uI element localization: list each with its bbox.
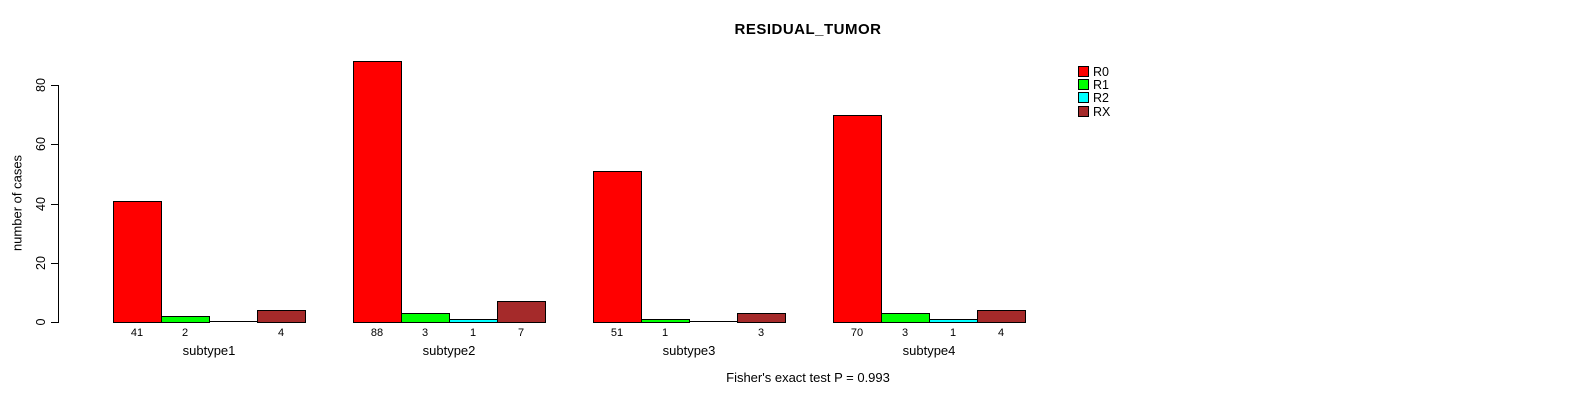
legend-swatch-RX	[1078, 105, 1089, 117]
bar-RX-subtype4	[977, 310, 1026, 323]
bar-value-label: 1	[469, 327, 477, 339]
fisher-test-annotation: Fisher's exact test P = 0.993	[726, 370, 890, 385]
y-axis-label: number of cases	[9, 154, 25, 252]
bar-value-label: 70	[850, 327, 864, 339]
bar-R1-subtype1	[161, 316, 210, 323]
legend-label-R2: R2	[1093, 91, 1109, 106]
legend-swatch-R1	[1078, 79, 1089, 91]
x-axis-group-label: subtype3	[662, 343, 716, 358]
legend-label-R0: R0	[1093, 65, 1109, 79]
legend-label-R1: R1	[1093, 78, 1109, 93]
y-tick-label: 20	[34, 256, 48, 270]
bar-value-label: 3	[901, 327, 909, 339]
bar-R1-subtype3	[641, 319, 690, 323]
bar-R1-subtype2	[401, 313, 450, 323]
x-axis-group-label: subtype2	[422, 343, 476, 358]
y-tick-label: 80	[34, 78, 48, 92]
bar-value-label: 3	[421, 327, 429, 339]
bar-value-label: 1	[949, 327, 957, 339]
bar-value-label: 41	[130, 327, 144, 339]
bar-value-label: 7	[517, 327, 525, 339]
bar-R1-subtype4	[881, 313, 930, 323]
bar-value-label: 88	[370, 327, 384, 339]
bar-R2-subtype4	[929, 319, 978, 323]
bar-value-label: 4	[277, 327, 285, 339]
bar-value-label: 3	[757, 327, 765, 339]
y-tick	[51, 263, 58, 264]
y-tick	[51, 204, 58, 205]
bar-R0-subtype3	[593, 171, 642, 323]
bar-R0-subtype2	[353, 61, 402, 323]
y-tick	[51, 85, 58, 86]
bar-value-label: 1	[661, 327, 669, 339]
bar-R2-subtype1	[209, 321, 258, 322]
y-tick-label: 60	[34, 137, 48, 151]
y-tick-label: 0	[34, 318, 48, 326]
bar-value-label: 4	[997, 327, 1005, 339]
y-tick	[51, 322, 58, 323]
x-axis-group-label: subtype1	[182, 343, 236, 358]
bar-R0-subtype4	[833, 115, 882, 323]
y-tick	[51, 144, 58, 145]
bar-value-label: 51	[610, 327, 624, 339]
y-axis-line	[58, 85, 59, 323]
legend-swatch-R0	[1078, 66, 1089, 77]
bar-RX-subtype2	[497, 301, 546, 323]
bar-R0-subtype1	[113, 201, 162, 323]
bar-RX-subtype1	[257, 310, 306, 323]
bar-R2-subtype2	[449, 319, 498, 323]
bar-value-label: 2	[181, 327, 189, 339]
legend-swatch-R2	[1078, 92, 1089, 104]
bar-R2-subtype3	[689, 321, 738, 322]
y-tick-label: 40	[34, 197, 48, 211]
x-axis-group-label: subtype4	[902, 343, 956, 358]
bar-RX-subtype3	[737, 313, 786, 323]
chart-title: RESIDUAL_TUMOR	[734, 21, 882, 38]
legend-label-RX: RX	[1093, 104, 1111, 119]
